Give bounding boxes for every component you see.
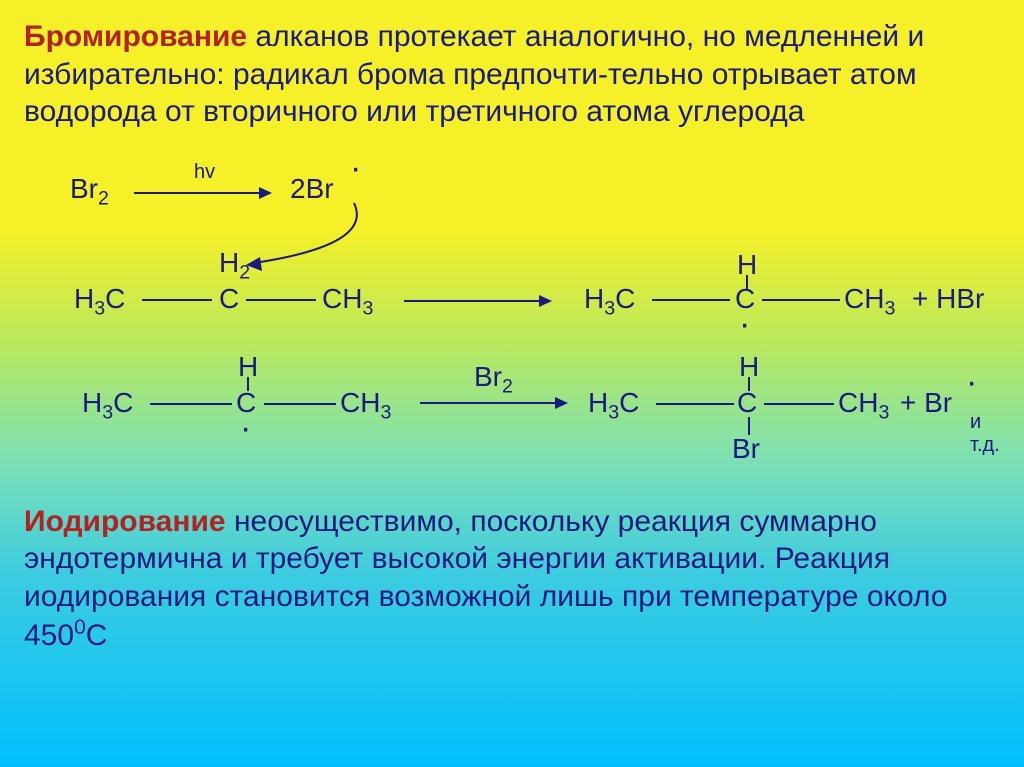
react3-right: CH3 <box>340 387 391 425</box>
bond-4 <box>762 297 840 303</box>
bond-6 <box>264 401 336 407</box>
react3-left: H3C <box>82 387 133 425</box>
propane-c: C <box>219 283 239 315</box>
bromination-title: Бромирование <box>24 20 247 53</box>
bond-1 <box>142 297 212 303</box>
bond-8 <box>764 401 834 407</box>
propane-left: H3C <box>74 283 125 321</box>
outro-text-2: С <box>86 619 108 652</box>
degree-sup: 0 <box>74 616 86 639</box>
hv-label: hv <box>194 161 215 184</box>
prod3-right: CH3 <box>838 387 889 425</box>
iodination-title: Иодирование <box>24 505 226 538</box>
bond-3 <box>652 297 730 303</box>
plus-hbr: + HBr <box>912 283 984 315</box>
bond-2 <box>246 297 316 303</box>
prod3-c: C <box>737 387 757 419</box>
propane-right: CH3 <box>322 283 373 321</box>
prod1-left: H3C <box>584 283 635 321</box>
reaction-area: Br2 hv 2Br · H2 H3C C CH3 H H3C C CH3 · … <box>24 155 1000 485</box>
radical-dot-1: · <box>350 149 361 188</box>
curved-arrow <box>224 185 424 275</box>
br2: Br2 <box>70 173 109 211</box>
radical-dot-3: · <box>240 409 251 448</box>
radical-dot-2: · <box>739 305 750 344</box>
bond-5 <box>150 401 232 407</box>
prod3-left: H3C <box>588 387 639 425</box>
etc-label: и т.д. <box>970 411 1000 457</box>
arrow-2 <box>404 291 554 311</box>
outro-paragraph: Иодирование неосуществимо, поскольку реа… <box>24 503 1000 655</box>
bond-7 <box>656 401 734 407</box>
h2-top: H2 <box>219 247 250 285</box>
plus-br-radical: + Br <box>900 387 952 419</box>
radical-dot-4: · <box>966 363 977 402</box>
br-sub: Br <box>732 433 760 465</box>
prod1-right: CH3 <box>844 283 895 321</box>
intro-paragraph: Бромирование алканов протекает аналогичн… <box>24 18 1000 131</box>
arrow-3 <box>420 393 570 413</box>
